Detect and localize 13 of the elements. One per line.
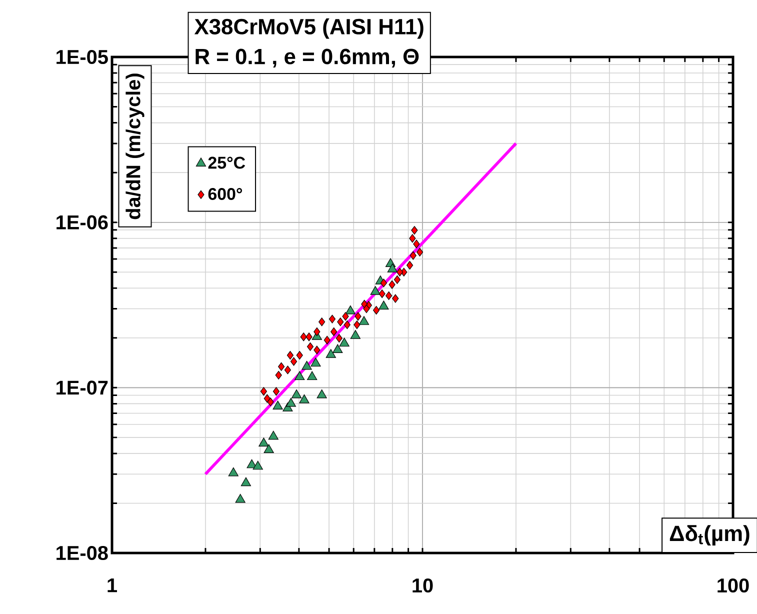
x-tick-label: 100 [718, 578, 749, 593]
y-axis-title: da/dN (m/cycle) [126, 74, 144, 220]
y-tick-label: 1E-06 [56, 215, 108, 230]
chart-subtitle: R = 0.1 , e = 0.6mm, Θ [196, 48, 419, 68]
x-axis-title: Δδ$_{t}$(µm) [670, 525, 750, 546]
legend-label: 25°C [208, 156, 246, 169]
y-tick-label: 1E-07 [56, 380, 108, 395]
chart-title: X38CrMoV5 (AISI H11) [194, 18, 424, 39]
x-tick-label: 1 [108, 578, 117, 592]
legend-label: 600° [208, 188, 242, 200]
y-tick-label: 1E-08 [56, 546, 108, 560]
y-tick-label: 1E-05 [56, 50, 108, 64]
x-tick-label: 10 [412, 578, 433, 593]
